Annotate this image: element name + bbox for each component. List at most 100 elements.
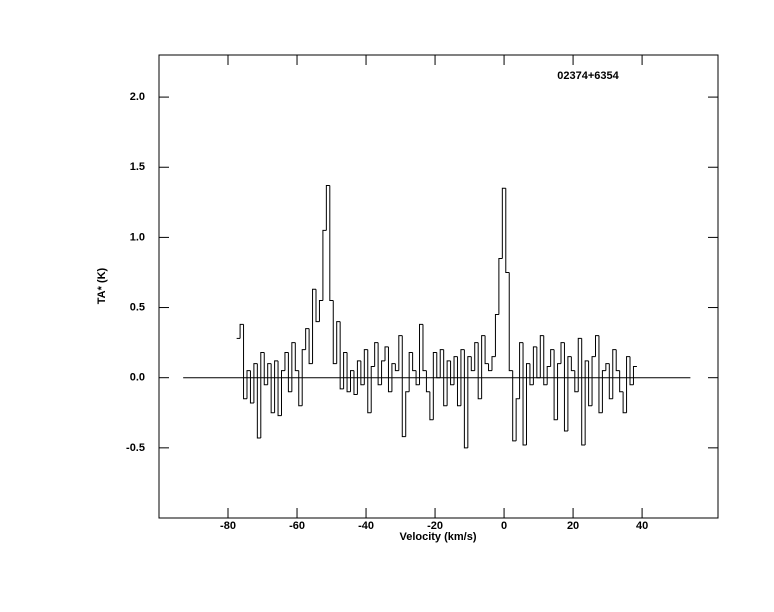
spectrum-channel	[353, 370, 358, 396]
spectrum-channel	[415, 370, 420, 386]
spectrum-channel	[408, 351, 413, 392]
spectrum-channel	[519, 342, 524, 399]
spectrum-channel	[377, 342, 382, 386]
spectrum-channel	[267, 363, 272, 385]
spectrum-channel	[546, 365, 551, 385]
spectrum-channel	[543, 335, 548, 386]
spectrum-channel	[325, 184, 330, 231]
spectrum-channel	[419, 323, 423, 385]
spectrum-channel	[581, 338, 586, 446]
spectrum-channel	[450, 360, 455, 386]
spectrum-channel	[367, 349, 372, 414]
spectrum-channel	[405, 391, 410, 437]
spectrum-channel	[387, 346, 392, 393]
y-tick-label: 2.0	[130, 91, 145, 103]
x-tick-label: -60	[289, 520, 305, 532]
spectrum-channel	[477, 342, 482, 400]
x-tick-label: 0	[501, 520, 507, 532]
spectrum-channel	[522, 342, 527, 446]
spectrum-channel	[512, 370, 517, 442]
spectrum-channel	[563, 342, 568, 432]
spectrum-channel	[263, 352, 268, 386]
spectrum-channel	[298, 370, 303, 407]
spectrum-channel	[308, 328, 313, 365]
spectrum-channel	[239, 323, 244, 339]
spectrum-channel	[274, 360, 279, 413]
spectrum-channel	[346, 352, 351, 393]
spectrum-channel	[363, 349, 368, 385]
spectrum-channel	[370, 365, 375, 413]
spectrum-channel	[598, 335, 603, 414]
spectrum-channel	[567, 356, 572, 432]
spectrum-channel	[622, 391, 627, 414]
spectrum-channel	[429, 391, 434, 421]
spectrum-channel	[460, 349, 465, 406]
spectrum-channel	[529, 363, 534, 386]
spectrum-channel	[253, 363, 258, 403]
spectrum-channel	[608, 363, 613, 400]
spectrum-channel	[436, 352, 441, 379]
spectrum-channel	[550, 349, 555, 367]
spectrum-channel	[439, 349, 444, 378]
y-tick-label: 1.0	[130, 231, 145, 243]
spectrum-channel	[588, 360, 593, 407]
y-axis-label: TA* (K)	[96, 267, 108, 304]
y-tick-label: 0.5	[130, 301, 145, 313]
spectrum-channel	[374, 342, 379, 367]
x-tick-label: 40	[636, 520, 648, 532]
spectrum-channel	[463, 349, 468, 449]
spectrum-channel	[584, 360, 589, 446]
spectrum-channel	[539, 335, 544, 378]
spectrum-channel	[356, 360, 361, 395]
spectrum-channel	[329, 185, 334, 302]
spectrum-channel	[615, 349, 620, 372]
spectrum-channel	[243, 324, 247, 400]
spectrum-channel	[318, 300, 323, 322]
y-tick-label: 0.0	[130, 372, 145, 384]
spectrum-channel	[277, 360, 282, 417]
spectrum-channel	[336, 321, 341, 364]
spectrum-channel	[494, 314, 499, 357]
spectrum-channel	[322, 229, 327, 301]
spectrum-channel	[619, 370, 624, 393]
spectrum-channel	[315, 289, 320, 323]
spectrum-channel	[612, 349, 617, 399]
spectrum-channel	[287, 352, 292, 393]
spectrum-channel	[557, 363, 561, 420]
spectrum-channel	[343, 351, 348, 389]
spectrum-channel	[291, 342, 296, 392]
x-tick-label: -80	[220, 520, 236, 532]
spectrum-channel	[536, 346, 541, 379]
spectrum-channel	[425, 370, 430, 393]
spectrum-channel	[629, 356, 634, 386]
spectrum-channel	[270, 363, 275, 414]
spectrum-channel	[246, 370, 251, 399]
spectrum-channel	[470, 356, 475, 372]
spectrum-channel	[360, 360, 365, 386]
spectrum-channel	[501, 187, 506, 259]
spectrum-channel	[532, 346, 537, 385]
spectrum-channel	[570, 356, 575, 372]
spectrum-channel	[605, 363, 610, 371]
spectrum-channel	[591, 356, 596, 406]
spectrum-channel	[294, 342, 299, 372]
spectrum-channel	[412, 352, 417, 372]
spectrum-channel	[432, 351, 437, 420]
spectrum-channel	[632, 365, 637, 385]
spectrum-channel	[491, 356, 496, 371]
spectrum-channel	[332, 300, 337, 365]
spectrum-channel	[339, 321, 344, 390]
spectrum-channel	[498, 257, 503, 315]
spectrum-channel	[525, 363, 530, 446]
spectrum-channel	[312, 288, 317, 364]
spectrum-channel	[350, 370, 354, 392]
spectrum-channel	[595, 335, 599, 357]
spectrum-channel	[553, 349, 558, 421]
x-axis-label: Velocity (km/s)	[399, 531, 476, 543]
spectrum-channel	[626, 356, 631, 413]
spectrum-channel	[446, 360, 451, 406]
spectrum-channel	[515, 398, 520, 441]
spectrum-channel	[301, 349, 306, 406]
spectrum-channel	[481, 335, 486, 399]
